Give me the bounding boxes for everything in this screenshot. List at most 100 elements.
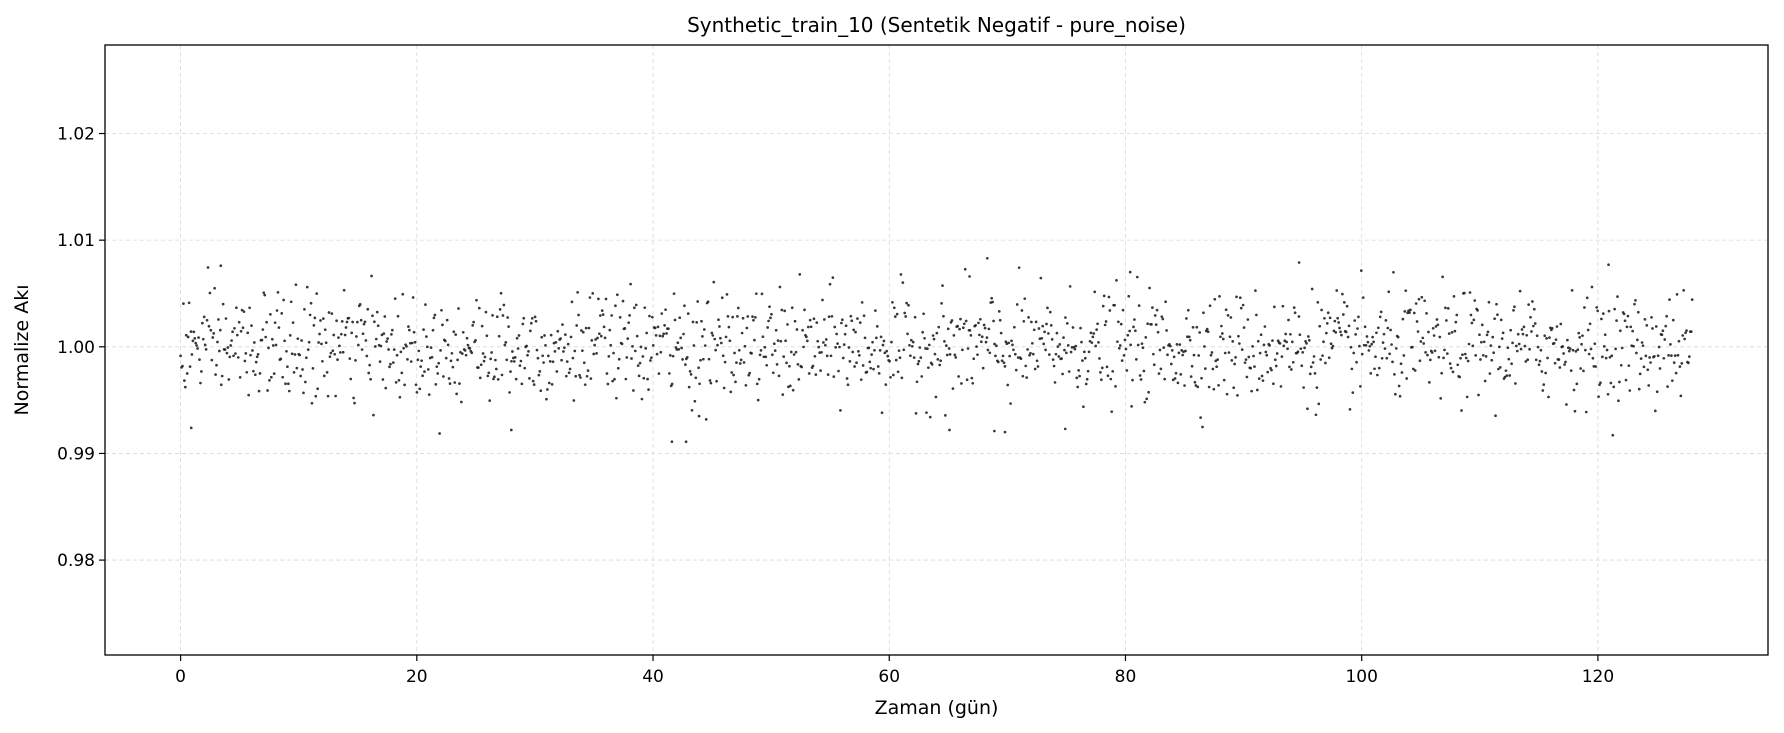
data-point — [1026, 348, 1029, 351]
data-point — [974, 324, 977, 327]
data-point — [1066, 344, 1070, 347]
data-point — [1641, 344, 1645, 348]
data-point — [1530, 330, 1533, 333]
data-point — [1034, 320, 1038, 324]
data-point — [853, 365, 856, 368]
data-point — [862, 314, 866, 318]
data-point — [1094, 344, 1098, 348]
data-point — [838, 345, 841, 349]
data-point — [1332, 329, 1336, 333]
data-point — [300, 339, 303, 342]
data-point — [742, 361, 746, 364]
data-point — [577, 313, 580, 317]
data-point — [1159, 367, 1163, 371]
data-point — [1007, 341, 1011, 345]
data-point — [289, 300, 293, 304]
data-point — [219, 383, 223, 387]
data-point — [784, 339, 787, 343]
data-point — [1573, 409, 1577, 413]
data-point — [1432, 334, 1436, 337]
data-point — [316, 387, 320, 391]
data-point — [1105, 365, 1109, 369]
data-point — [336, 358, 339, 361]
data-point — [1243, 361, 1247, 365]
data-point — [875, 324, 879, 328]
data-point — [227, 378, 231, 381]
data-point — [1386, 326, 1390, 330]
data-point — [796, 363, 800, 366]
data-point — [880, 411, 884, 415]
data-point — [1012, 348, 1015, 352]
data-point — [1582, 369, 1585, 373]
data-point — [522, 316, 526, 320]
data-point — [1409, 308, 1412, 312]
data-point — [591, 292, 595, 295]
data-point — [1625, 325, 1629, 329]
data-point — [544, 343, 547, 347]
data-point — [618, 316, 622, 319]
data-point — [629, 282, 632, 286]
data-point — [1208, 304, 1212, 308]
data-point — [560, 358, 563, 362]
data-point — [649, 359, 652, 362]
data-point — [1656, 354, 1660, 358]
data-point — [1189, 375, 1193, 378]
data-point — [699, 358, 702, 362]
data-point — [398, 395, 402, 399]
data-point — [607, 354, 611, 358]
data-point — [1412, 311, 1416, 315]
data-point — [572, 399, 576, 402]
data-point — [1572, 388, 1576, 392]
data-point — [1563, 363, 1566, 366]
data-point — [291, 321, 295, 324]
data-point — [267, 346, 270, 350]
data-point — [1483, 379, 1487, 383]
data-point — [1073, 347, 1077, 351]
data-point — [647, 388, 650, 391]
data-point — [598, 314, 602, 317]
data-point — [1579, 367, 1582, 370]
data-point — [979, 340, 983, 344]
data-point — [1371, 335, 1374, 339]
data-point — [1367, 349, 1371, 352]
data-point — [1153, 314, 1157, 317]
data-point — [1677, 339, 1681, 343]
data-point — [986, 348, 990, 352]
data-point — [182, 302, 185, 305]
data-point — [573, 349, 577, 353]
data-point — [306, 348, 310, 351]
data-point — [664, 308, 667, 312]
data-point — [1430, 351, 1434, 354]
data-point — [250, 324, 253, 327]
data-point — [1624, 378, 1628, 382]
data-point — [828, 282, 832, 286]
data-point — [1234, 356, 1237, 359]
data-point — [1564, 360, 1567, 364]
data-point — [1022, 319, 1026, 323]
data-point — [1515, 349, 1519, 353]
data-point — [1215, 365, 1219, 369]
data-point — [551, 360, 555, 364]
data-point — [756, 398, 760, 402]
data-point — [584, 326, 588, 330]
data-point — [934, 395, 938, 399]
data-point — [1448, 362, 1452, 365]
data-point — [1244, 358, 1248, 361]
data-point — [1670, 379, 1674, 383]
data-point — [1381, 341, 1385, 344]
data-point — [214, 373, 217, 376]
data-point — [747, 373, 751, 377]
data-point — [496, 378, 500, 381]
data-point — [944, 414, 947, 417]
data-point — [211, 336, 215, 339]
data-point — [1313, 371, 1317, 375]
data-point — [1082, 350, 1086, 354]
data-point — [582, 361, 586, 365]
data-point — [1567, 349, 1571, 353]
data-point — [677, 347, 681, 351]
data-point — [562, 350, 565, 353]
data-point — [197, 336, 200, 339]
data-point — [623, 327, 627, 330]
data-point — [802, 345, 805, 349]
data-point — [1268, 343, 1271, 347]
